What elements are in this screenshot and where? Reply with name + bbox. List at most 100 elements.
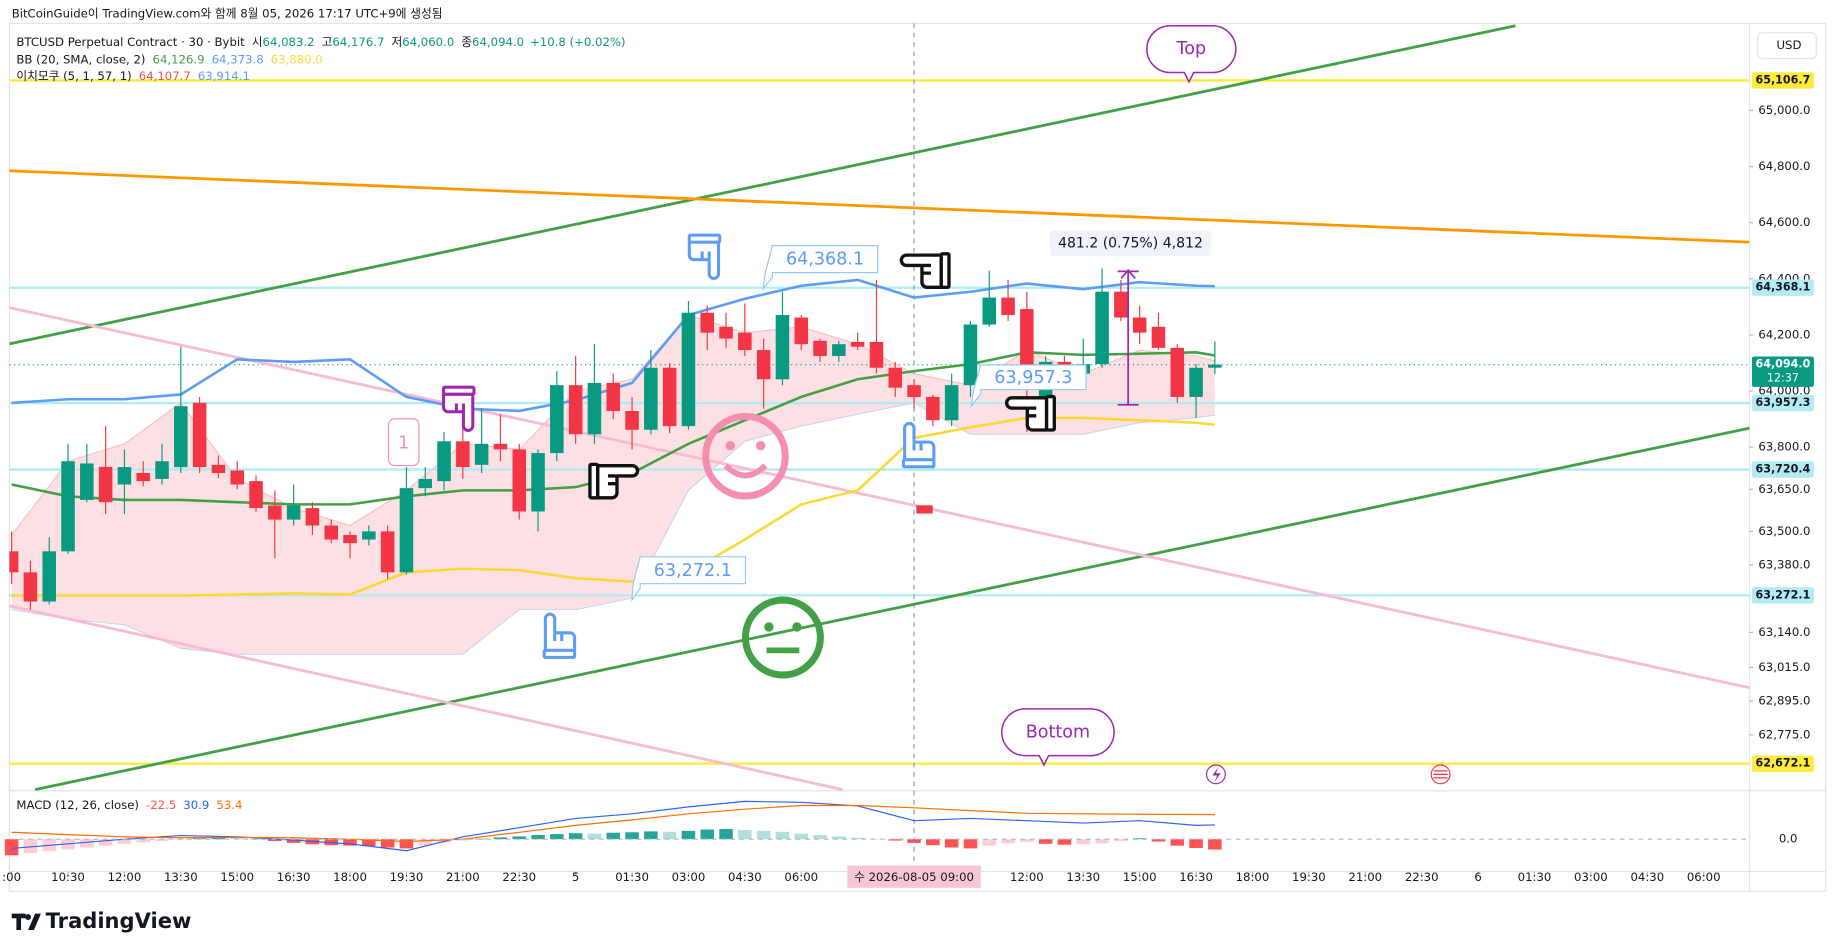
- y-tick-label: 63,800.0: [1758, 440, 1810, 454]
- x-tick-label: 06:00: [784, 870, 818, 884]
- histogram-bar: [625, 832, 639, 840]
- top-bubble: [1146, 24, 1237, 84]
- histogram-bar: [587, 833, 602, 840]
- histogram-bar: [832, 836, 846, 840]
- histogram-bar: [456, 839, 470, 841]
- histogram-bar: [98, 839, 113, 846]
- trend-line: [9, 604, 843, 791]
- event-icon: [1212, 767, 1221, 782]
- histogram-bar: [286, 839, 301, 843]
- x-tick-label: :00: [2, 870, 21, 884]
- price-tag-label: 64,368.1: [1756, 281, 1811, 294]
- candle-body: [230, 470, 244, 485]
- us-flag-icon: [1433, 770, 1448, 779]
- candle-body: [644, 367, 658, 430]
- price-tag: [1751, 394, 1814, 412]
- legend: BTCUSD Perpetual Contract · 30 · Bybit 시 6…: [16, 35, 625, 49]
- callout-text: 63,272.1: [654, 561, 732, 581]
- x-tick-label: 04:30: [1630, 870, 1664, 884]
- candle-body: [944, 385, 959, 421]
- crosshair-label: 수 2026-08-05 09:00: [854, 870, 974, 884]
- candle-body: [982, 297, 997, 325]
- candle-body: [832, 344, 846, 356]
- histogram-bar: [4, 839, 19, 856]
- legend-item: BTCUSD Perpetual Contract · 30 · Bybit: [16, 35, 245, 49]
- candle-body: [1095, 291, 1109, 365]
- legend-item: MACD (12, 26, close): [16, 797, 139, 811]
- histogram-bar: [813, 835, 827, 840]
- candle-body: [681, 312, 696, 427]
- macd-line: [11, 800, 1215, 852]
- histogram-bar: [1151, 839, 1166, 842]
- logo-mark: [11, 913, 41, 930]
- flag: [916, 505, 933, 514]
- legend-item: -22.5: [146, 797, 176, 811]
- histogram-bar: [1114, 839, 1128, 842]
- measure-arrow: [1117, 268, 1139, 406]
- y-tick-label: 64,000.0: [1758, 384, 1810, 398]
- histogram-bar: [230, 837, 244, 840]
- histogram-bar: [738, 829, 752, 840]
- y-tick-label: 64,200.0: [1758, 327, 1810, 341]
- histogram-bar: [926, 839, 940, 846]
- candle-body: [493, 443, 508, 450]
- price-tag: [1751, 72, 1814, 89]
- candle-body: [550, 385, 564, 454]
- legend-item: 저: [391, 35, 402, 49]
- candle-body: [399, 488, 414, 573]
- histogram-bar: [1208, 839, 1222, 850]
- histogram-bar: [982, 839, 997, 846]
- histogram-bar: [399, 839, 414, 849]
- histogram-bar: [644, 831, 658, 840]
- price-tag: [1751, 461, 1814, 478]
- legend: 이치모쿠 (5, 1, 57, 1) 64,107.7 63,914.1: [16, 69, 250, 83]
- face-eye: [764, 622, 774, 632]
- y-tick-label: 62,895.0: [1758, 694, 1810, 708]
- trend-line: [9, 169, 1750, 244]
- marker-text: 1: [398, 433, 409, 453]
- callout-box: [762, 245, 879, 291]
- candle-body: [362, 531, 376, 540]
- currency-box[interactable]: [1757, 32, 1817, 60]
- price-tag: [1751, 279, 1814, 296]
- attribution: BitCoinGuide이 TradingView.com와 함께 8월 05,…: [12, 7, 443, 21]
- x-tick-label: 19:30: [390, 870, 424, 884]
- x-tick-label: 19:30: [1292, 870, 1326, 884]
- candle-body: [418, 478, 433, 489]
- histogram-bar: [23, 839, 38, 854]
- candle-body: [1114, 291, 1128, 318]
- histogram-bar: [1132, 838, 1147, 840]
- histogram-bar: [136, 839, 150, 843]
- y-tick-label: 62,775.0: [1758, 727, 1810, 741]
- candle-body: [456, 441, 470, 468]
- candle-body: [794, 317, 809, 345]
- histogram-bar: [568, 833, 583, 840]
- candle-body: [587, 382, 602, 435]
- smiley-mouth: [723, 463, 768, 479]
- x-tick-label: 01:30: [615, 870, 649, 884]
- x-tick-label: 15:00: [1123, 870, 1157, 884]
- histogram-bar: [888, 839, 903, 841]
- x-tick-label: 10:30: [51, 870, 85, 884]
- histogram-bar: [343, 839, 357, 846]
- histogram-bar: [418, 839, 433, 846]
- smiley-eye: [756, 440, 766, 451]
- face-eye: [792, 622, 802, 632]
- candle-body: [1170, 347, 1185, 397]
- legend-item: 53.4: [216, 797, 242, 811]
- legend-item: 시: [252, 35, 263, 49]
- histogram-bar: [756, 830, 771, 840]
- measure-text: 481.2 (0.75%) 4,812: [1058, 235, 1203, 251]
- x-tick-label: 6: [1474, 870, 1481, 884]
- histogram-bar: [1076, 839, 1091, 845]
- legend-item: 64,060.0: [402, 35, 454, 49]
- candle-body: [61, 461, 75, 552]
- histogram-bar: [719, 829, 733, 840]
- axes-layer: 0.065,000.064,800.064,600.064,400.064,20…: [2, 72, 1814, 888]
- candle-body: [343, 535, 357, 544]
- legend-item: 64,126.9: [153, 52, 205, 66]
- trend-line: [9, 24, 1516, 346]
- candle-body: [907, 385, 921, 397]
- price-tag-label: 63,957.3: [1756, 396, 1811, 409]
- top-label: Top: [1176, 39, 1207, 59]
